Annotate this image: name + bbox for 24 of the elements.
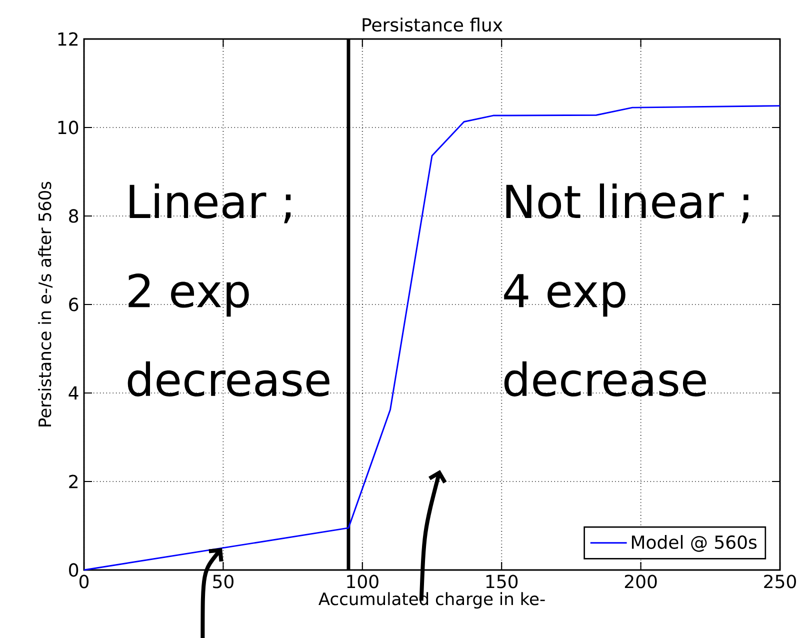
chart-title: Persistance flux [362, 18, 502, 32]
y-tick-label: 12 [58, 32, 78, 46]
annotation: 4 exp [504, 274, 626, 317]
y-tick-label: 4 [68, 386, 78, 400]
x-tick-label: 200 [624, 574, 657, 588]
line-series [83, 105, 781, 571]
x-tick-label: 250 [764, 574, 796, 588]
y-tick-label: 10 [58, 120, 78, 134]
y-axis-title: Persistance in e-/s after 560s [38, 182, 53, 426]
y-tick-label: 8 [69, 209, 78, 223]
y-tick-label: 6 [69, 298, 78, 312]
x-axis-title: Accumulated charge in ke- [318, 592, 545, 609]
x-tick-label: 0 [79, 574, 89, 588]
y-tick-label: 0 [69, 563, 78, 577]
x-tick-label: 50 [213, 574, 234, 588]
annotation: Not linear ; [506, 183, 748, 224]
x-tick-label: 100 [347, 574, 378, 588]
annotation: decrease [128, 361, 330, 396]
legend-label: Model @ 560s [632, 535, 757, 552]
annotation: decrease [504, 361, 706, 396]
x-tick-label: 150 [486, 574, 518, 588]
y-tick-label: 2 [69, 474, 78, 488]
annotation: Linear ; [130, 183, 291, 224]
annotation: 2 exp [128, 274, 249, 317]
